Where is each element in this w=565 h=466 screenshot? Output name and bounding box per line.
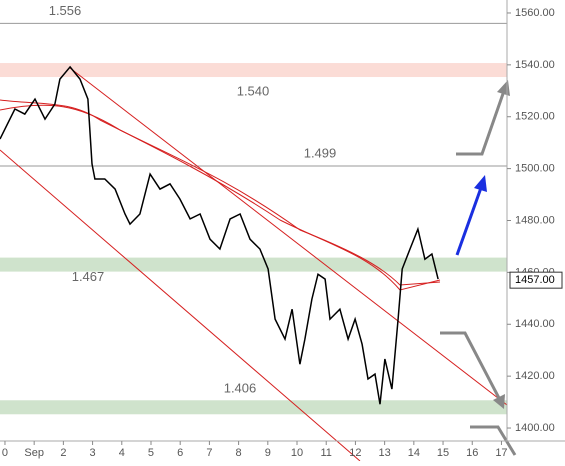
arrow [440,331,502,401]
arrow-head [493,394,505,409]
levels: 1.556 1.540 1.499 1.467 1.406 [0,3,507,415]
x-tick-label: 7 [206,447,212,459]
level-band [0,400,507,415]
x-tick-label: 9 [265,447,271,459]
y-tick-label: 1540.00 [515,59,555,71]
level-label: 1.556 [49,3,82,18]
x-tick-label: Sep [24,447,44,459]
x-tick-label: 14 [408,447,420,459]
arrows [440,80,517,456]
x-tick-label: 11 [321,447,332,459]
x-tick-label: 4 [119,447,125,459]
y-tick-label: 1480.00 [515,214,555,226]
moving-average [0,104,441,286]
x-tick-label: 10 [291,447,303,459]
x-tick-label: 0 [2,447,8,459]
channel-upper [69,67,508,406]
y-tick-label: 1400.00 [515,422,555,434]
level-label: 1.540 [237,83,270,98]
arrow [470,425,517,456]
x-tick-label: 3 [90,447,96,459]
x-tick-label: 16 [466,447,478,459]
axes: 1400.001420.001440.001460.001480.001500.… [2,7,563,459]
last-price-label: 1457.00 [515,274,555,286]
level-band [0,257,507,272]
plot [0,65,439,405]
x-tick-label: 17 [495,447,507,459]
x-tick-label: 15 [437,447,449,459]
arrow [455,184,484,256]
overlays [0,67,508,462]
level-label: 1.467 [72,269,105,284]
arrow [456,87,507,156]
y-tick-label: 1520.00 [515,111,555,123]
x-tick-label: 13 [379,447,391,459]
x-tick-label: 6 [177,447,183,459]
x-tick-label: 12 [349,447,361,459]
y-tick-label: 1440.00 [515,318,555,330]
x-tick-label: 2 [60,447,66,459]
x-tick-label: 8 [236,447,242,459]
y-tick-label: 1560.00 [515,7,555,19]
last-price-box [509,271,563,289]
price-line [0,65,439,405]
y-tick-label: 1500.00 [515,163,555,175]
y-tick-label: 1420.00 [515,370,555,382]
arrow-head [474,175,487,192]
level-band [0,63,507,78]
level-label: 1.499 [304,145,337,160]
level-label: 1.406 [224,381,257,396]
channel-lower [0,149,361,462]
x-tick-label: 5 [148,447,154,459]
moving-average [0,99,441,291]
